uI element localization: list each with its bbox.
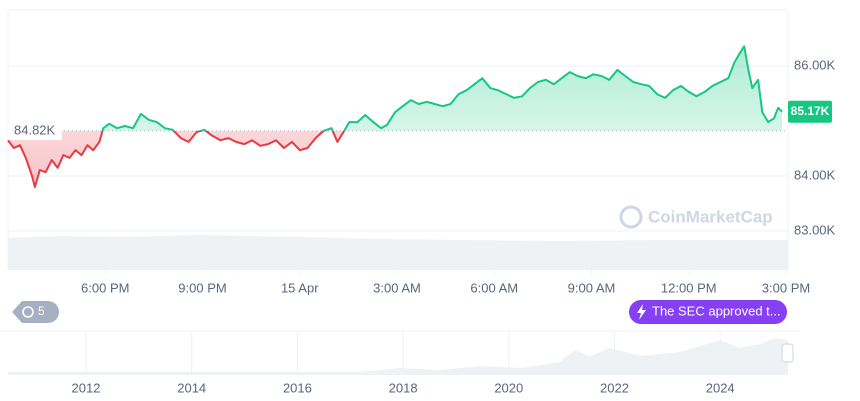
x-tick-label: 15 Apr [281, 280, 319, 295]
y-tick-label: 83.00K [794, 222, 836, 237]
navigator-label: 2020 [494, 380, 523, 395]
plot [7, 45, 788, 274]
navigator-label: 2016 [283, 380, 312, 395]
x-tick-label: 9:00 PM [178, 280, 226, 295]
volume-area [8, 235, 788, 270]
annotation-text: The SEC approved t... [652, 303, 781, 318]
annotation-pill[interactable]: The SEC approved t... [629, 300, 787, 324]
navigator-label: 2012 [72, 380, 101, 395]
navigator-label: 2014 [177, 380, 206, 395]
history-badge[interactable]: 5 [12, 301, 59, 323]
navigator-axis: 2012 2014 2016 2018 2020 2022 2024 [72, 331, 735, 395]
x-tick-label: 9:00 AM [568, 280, 616, 295]
watermark-text: CoinMarketCap [648, 207, 773, 226]
x-tick-label: 3:00 PM [762, 280, 810, 295]
price-line-up [101, 45, 783, 131]
navigator-label: 2024 [706, 380, 735, 395]
watermark: CoinMarketCap [619, 205, 773, 229]
x-tick-label: 6:00 PM [81, 280, 129, 295]
x-tick-label: 6:00 AM [470, 280, 518, 295]
last-price-label: 85.17K [791, 104, 830, 118]
navigator-area [8, 338, 788, 375]
baseline-label-bg [8, 121, 62, 140]
baseline-label: 84.82K [14, 122, 56, 137]
y-tick-label: 84.00K [794, 167, 836, 182]
y-tick-label: 86.00K [794, 58, 836, 73]
last-price-bg [788, 100, 832, 123]
navigator-label: 2018 [389, 380, 418, 395]
x-tick-label: 3:00 AM [373, 280, 421, 295]
x-tick-label: 12:00 PM [661, 280, 717, 295]
history-count: 5 [38, 304, 45, 318]
area-up [8, 46, 783, 131]
navigator-label: 2022 [600, 380, 629, 395]
navigator-handle[interactable] [781, 343, 794, 363]
